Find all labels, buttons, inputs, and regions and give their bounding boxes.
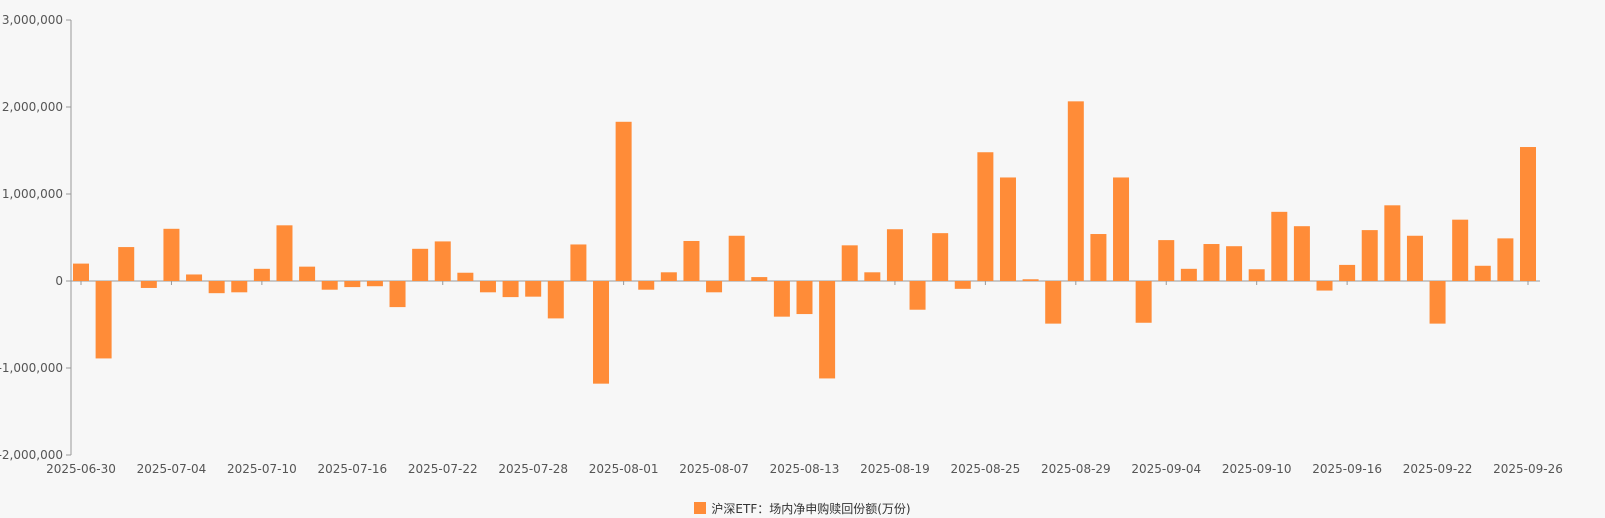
y-tick-label: 3,000,000 <box>2 13 63 27</box>
bar[interactable] <box>886 229 903 281</box>
bar[interactable] <box>728 235 745 281</box>
bar[interactable] <box>909 281 926 310</box>
bar[interactable] <box>1045 281 1062 324</box>
x-tick-label: 2025-09-22 <box>1403 462 1473 476</box>
bar[interactable] <box>1361 230 1378 281</box>
x-tick-label: 2025-09-26 <box>1493 462 1563 476</box>
bar[interactable] <box>570 244 587 281</box>
bar[interactable] <box>1203 244 1220 281</box>
bar[interactable] <box>412 248 429 281</box>
bar-series <box>73 101 1536 384</box>
bar[interactable] <box>118 247 135 281</box>
bar[interactable] <box>231 281 248 293</box>
legend-label: 沪深ETF：场内净申购赎回份额(万份) <box>711 501 911 516</box>
bar[interactable] <box>1384 205 1401 281</box>
bar[interactable] <box>1452 219 1469 281</box>
bar[interactable] <box>1293 226 1310 281</box>
bar[interactable] <box>638 281 655 290</box>
y-tick-label: -2,000,000 <box>0 448 63 462</box>
bar[interactable] <box>1474 265 1491 281</box>
bar[interactable] <box>479 281 496 293</box>
bar[interactable] <box>321 281 338 290</box>
bar[interactable] <box>186 274 203 281</box>
bar[interactable] <box>1248 269 1265 281</box>
bar[interactable] <box>1271 211 1288 281</box>
bar[interactable] <box>73 263 89 281</box>
bar[interactable] <box>1135 281 1152 323</box>
bar[interactable] <box>1090 234 1107 281</box>
y-tick-label: -1,000,000 <box>0 361 63 375</box>
x-tick-label: 2025-07-16 <box>317 462 387 476</box>
x-tick-label: 2025-08-19 <box>860 462 930 476</box>
bar[interactable] <box>95 281 112 359</box>
bar[interactable] <box>389 281 406 308</box>
y-axis: 3,000,000 2,000,000 1,000,000 0 -1,000,000 -2… <box>0 13 72 462</box>
bar-chart: 3,000,000 2,000,000 1,000,000 0 -1,000,000 -2… <box>0 13 1563 476</box>
x-tick-label: 2025-07-04 <box>137 462 207 476</box>
bar[interactable] <box>1339 264 1356 281</box>
y-tick-label: 0 <box>55 274 63 288</box>
legend-swatch <box>694 502 707 514</box>
y-tick-label: 2,000,000 <box>2 100 63 114</box>
x-tick-label: 2025-07-22 <box>408 462 478 476</box>
bar[interactable] <box>253 268 270 281</box>
bar[interactable] <box>1429 281 1446 324</box>
x-tick-label: 2025-09-16 <box>1312 462 1382 476</box>
bar[interactable] <box>593 281 610 384</box>
x-tick-label: 2025-07-10 <box>227 462 297 476</box>
x-axis: 2025-06-30 2025-07-04 2025-07-10 2025-07-16… <box>46 280 1563 476</box>
x-tick-label: 2025-08-13 <box>770 462 840 476</box>
bar[interactable] <box>977 152 994 281</box>
bar[interactable] <box>547 281 564 319</box>
bar[interactable] <box>1113 177 1130 281</box>
bar[interactable] <box>1497 238 1514 281</box>
bar[interactable] <box>344 281 361 288</box>
bar[interactable] <box>525 281 542 297</box>
legend[interactable]: 沪深ETF：场内净申购赎回份额(万份) <box>0 499 1605 517</box>
bar[interactable] <box>1406 235 1423 281</box>
bar[interactable] <box>299 266 316 281</box>
bar[interactable] <box>954 281 971 289</box>
bar[interactable] <box>819 281 836 379</box>
bar[interactable] <box>1180 268 1197 281</box>
bar[interactable] <box>366 281 383 287</box>
bar[interactable] <box>208 281 225 294</box>
bar[interactable] <box>660 272 677 281</box>
bar[interactable] <box>615 121 632 281</box>
bar[interactable] <box>1158 240 1175 281</box>
x-tick-label: 2025-06-30 <box>46 462 116 476</box>
bar[interactable] <box>932 233 949 281</box>
x-tick-label: 2025-08-29 <box>1041 462 1111 476</box>
x-tick-label: 2025-08-25 <box>951 462 1021 476</box>
bar[interactable] <box>751 277 768 281</box>
bar[interactable] <box>1067 101 1084 281</box>
bar[interactable] <box>683 240 700 281</box>
bar[interactable] <box>1226 246 1243 281</box>
bar[interactable] <box>457 272 474 281</box>
bar[interactable] <box>706 281 723 293</box>
bar[interactable] <box>276 225 293 281</box>
bar[interactable] <box>841 245 858 281</box>
x-tick-label: 2025-08-07 <box>679 462 749 476</box>
bar[interactable] <box>502 281 519 298</box>
x-tick-label: 2025-09-04 <box>1131 462 1201 476</box>
x-tick-label: 2025-09-10 <box>1222 462 1292 476</box>
bar[interactable] <box>999 177 1016 281</box>
bar[interactable] <box>796 281 813 315</box>
y-tick-label: 1,000,000 <box>2 187 63 201</box>
bar[interactable] <box>140 281 157 288</box>
bar[interactable] <box>1022 279 1039 281</box>
bar[interactable] <box>864 272 881 281</box>
x-tick-label: 2025-07-28 <box>498 462 568 476</box>
bar[interactable] <box>434 241 451 281</box>
x-tick-label: 2025-08-01 <box>589 462 659 476</box>
bar[interactable] <box>1316 281 1333 291</box>
bar[interactable] <box>163 228 180 281</box>
bar[interactable] <box>1520 147 1536 281</box>
bar[interactable] <box>773 281 790 317</box>
